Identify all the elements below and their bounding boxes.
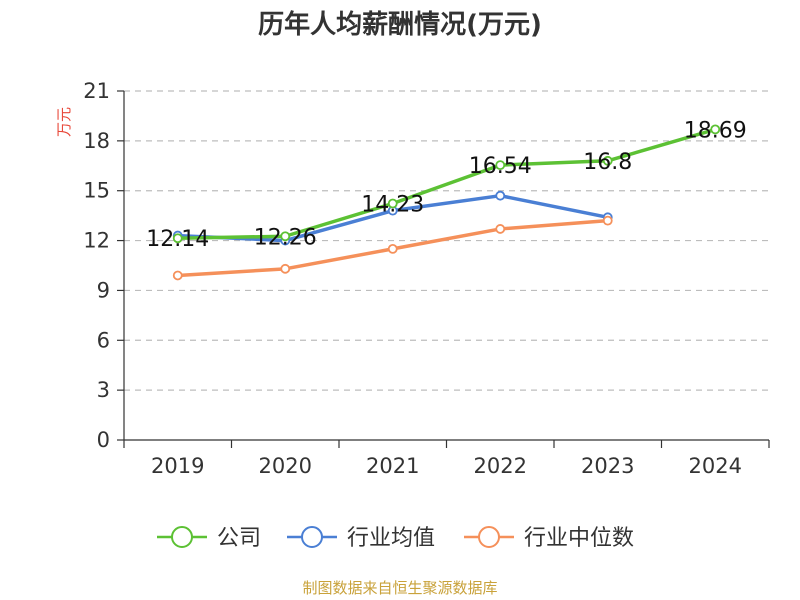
x-tick-label: 2021 xyxy=(366,454,419,478)
y-tick-label: 9 xyxy=(97,278,110,302)
data-label: 16.8 xyxy=(583,150,632,175)
source-note: 制图数据来自恒生聚源数据库 xyxy=(302,579,497,597)
chart-title: 历年人均薪酬情况(万元) xyxy=(258,9,542,40)
series-point-2 xyxy=(495,224,506,234)
y-tick-label: 21 xyxy=(83,79,110,103)
series-point-0 xyxy=(280,231,291,242)
x-axis-ticks: 2019 2020 2021 2022 2023 2024 xyxy=(123,440,770,478)
series-point-2 xyxy=(172,270,183,281)
legend-marker xyxy=(478,526,500,548)
x-tick-label: 2024 xyxy=(689,454,742,478)
x-tick-label: 2020 xyxy=(259,454,312,478)
y-tick-label: 18 xyxy=(83,129,110,153)
data-label: 18.69 xyxy=(684,118,747,143)
legend: 公司 行业均值 行业中位数 xyxy=(157,526,634,551)
data-label: 16.54 xyxy=(469,154,532,179)
series-line-0 xyxy=(176,127,717,240)
series-point-0 xyxy=(172,233,183,244)
legend-label: 行业均值 xyxy=(347,526,435,551)
legend-label: 行业中位数 xyxy=(524,526,634,551)
y-tick-label: 0 xyxy=(97,428,110,452)
series-point-2 xyxy=(280,263,291,274)
data-labels: 12.14 12.26 14.23 16.54 16.8 18.69 xyxy=(146,118,746,252)
y-tick-label: 12 xyxy=(83,229,110,253)
y-axis-label: 万元 xyxy=(55,107,73,137)
y-tick-label: 6 xyxy=(97,328,110,352)
series-point-0 xyxy=(387,198,398,209)
legend-label: 公司 xyxy=(217,526,261,551)
legend-marker xyxy=(171,526,193,548)
x-tick-label: 2023 xyxy=(581,454,634,478)
data-label: 12.14 xyxy=(146,227,209,252)
y-tick-label: 15 xyxy=(83,179,110,203)
x-tick-label: 2022 xyxy=(474,454,527,478)
x-tick-label: 2019 xyxy=(151,454,204,478)
y-tick-label: 3 xyxy=(97,378,110,402)
series-point-0 xyxy=(495,160,506,171)
series-point-2 xyxy=(387,243,398,254)
series-group xyxy=(172,124,721,281)
series-point-0 xyxy=(602,155,613,166)
data-label: 14.23 xyxy=(361,193,424,218)
data-label: 12.26 xyxy=(254,225,317,250)
series-point-1 xyxy=(495,190,506,201)
series-point-0 xyxy=(710,124,721,135)
series-point-2 xyxy=(602,215,613,226)
y-axis-ticks: 0 3 6 9 12 15 18 21 xyxy=(83,79,124,452)
legend-marker xyxy=(301,526,323,548)
